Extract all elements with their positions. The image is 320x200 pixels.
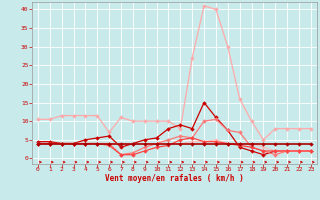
X-axis label: Vent moyen/en rafales ( km/h ): Vent moyen/en rafales ( km/h ) [105,174,244,183]
